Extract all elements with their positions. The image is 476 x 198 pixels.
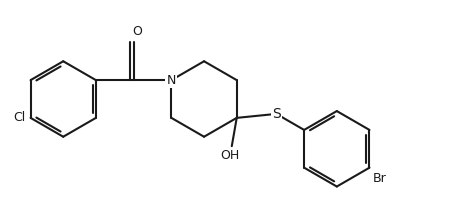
Text: OH: OH: [220, 149, 239, 162]
Text: Cl: Cl: [13, 111, 26, 124]
Text: S: S: [272, 107, 281, 121]
Text: N: N: [167, 74, 176, 87]
Text: Br: Br: [372, 172, 386, 185]
Text: O: O: [133, 25, 142, 38]
